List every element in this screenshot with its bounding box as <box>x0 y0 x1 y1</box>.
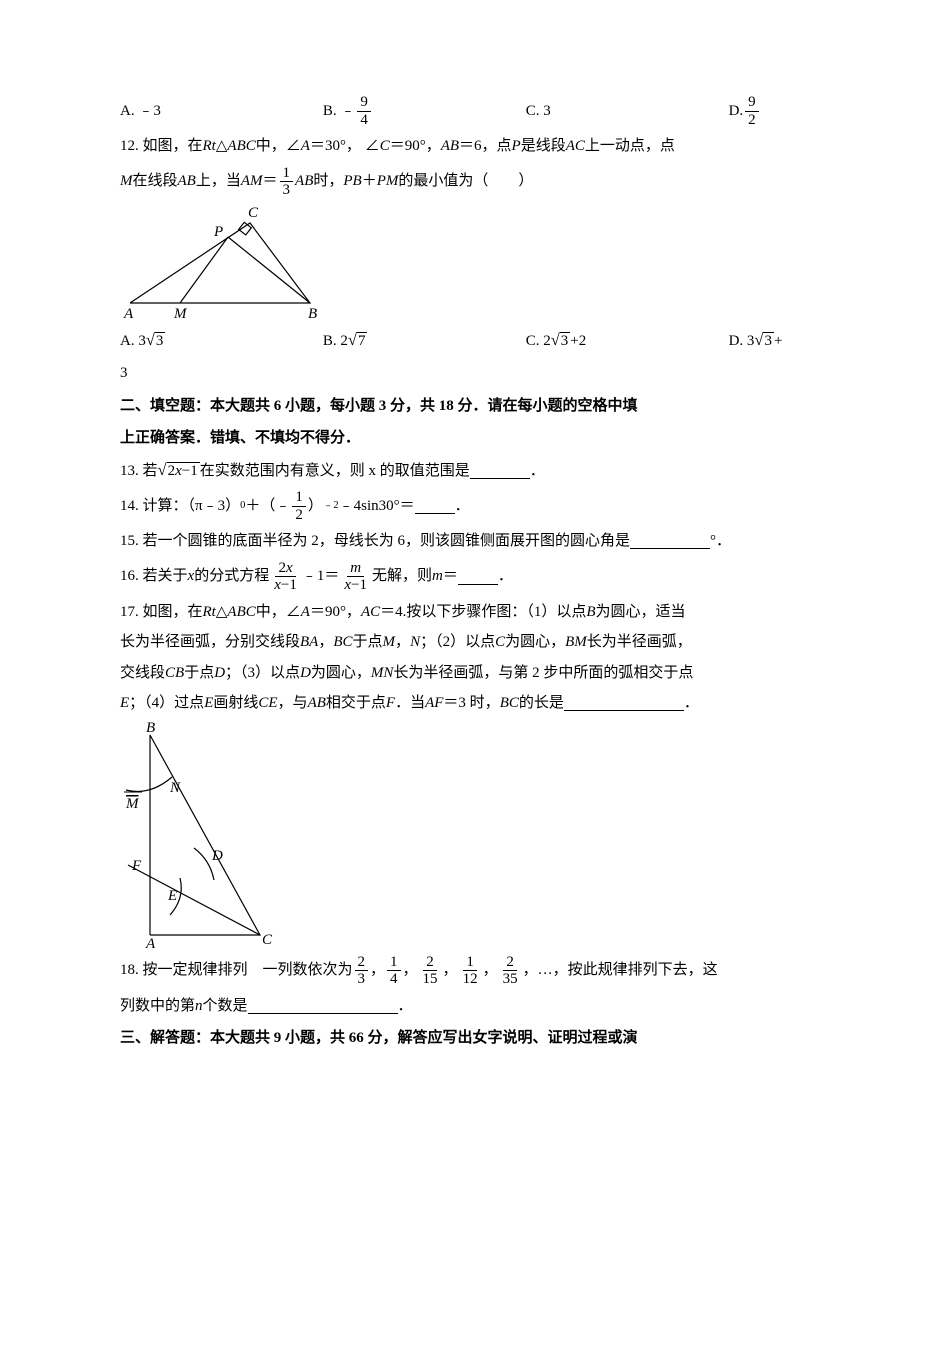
q12-opt-d-cont: 3 <box>120 359 830 388</box>
svg-text:A: A <box>123 306 134 322</box>
q12-figure: A M B C P <box>120 203 830 323</box>
svg-text:B: B <box>308 306 317 322</box>
q12-options: A. 3 √3 B. 2 √7 C. 2 √3 +2 D. 3 √3 + <box>120 327 830 356</box>
fraction: 112 <box>460 954 481 988</box>
sqrt: √2x−1 <box>158 462 200 480</box>
svg-text:B: B <box>146 720 155 736</box>
blank <box>248 998 398 1014</box>
svg-text:D: D <box>211 848 223 864</box>
blank <box>458 569 498 585</box>
q17-l3: 交线段 CB 于点 D ；（3）以点 D 为圆心， MN 长为半径画弧，与第 2… <box>120 659 830 688</box>
blank <box>415 498 455 514</box>
svg-text:P: P <box>213 224 223 240</box>
q11-options: A. ﹣3 B. ﹣ 9 4 C. 3 D. 9 2 <box>120 94 830 128</box>
svg-text:M: M <box>173 306 188 322</box>
q13: 13. 若 √2x−1 在实数范围内有意义，则 x 的取值范围是 ． <box>120 457 830 486</box>
q12-line1: 12. 如图，在 Rt △ ABC 中，∠ A ＝30°， ∠ C ＝90°， … <box>120 132 830 161</box>
svg-text:F: F <box>131 858 142 874</box>
sqrt: √3 <box>754 332 774 350</box>
fraction: 9 2 <box>745 94 759 128</box>
svg-text:C: C <box>262 932 273 948</box>
q12-opt-a: A. 3 √3 <box>120 327 323 356</box>
q18-l1: 18. 按一定规律排列 一列数依次为 23 ， 14 ， 215 ， 112 ，… <box>120 954 830 988</box>
fraction: 1 2 <box>292 489 306 523</box>
svg-text:E: E <box>167 888 177 904</box>
svg-text:N: N <box>169 780 181 796</box>
blank <box>630 533 710 549</box>
q15: 15. 若一个圆锥的底面半径为 2，母线长为 6，则该圆锥侧面展开图的圆心角是 … <box>120 527 830 556</box>
fraction: 235 <box>500 954 521 988</box>
section2-title-l2: 上正确答案．错填、不填均不得分． <box>120 424 830 453</box>
q11-opt-b: B. ﹣ 9 4 <box>323 94 526 128</box>
opt-label: A. ﹣3 <box>120 97 161 126</box>
q17-l1: 17. 如图，在 Rt △ ABC 中，∠ A ＝90°， AC ＝4.按以下步… <box>120 598 830 627</box>
fraction: 1 3 <box>280 165 294 199</box>
opt-label: D. <box>729 97 744 126</box>
q16: 16. 若关于 x 的分式方程 2x x−1 ﹣1＝ m x−1 无解，则 m … <box>120 560 830 594</box>
section2-title-l1: 二、填空题：本大题共 6 小题，每小题 3 分，共 18 分．请在每小题的空格中… <box>120 392 830 421</box>
svg-text:C: C <box>248 205 259 221</box>
svg-text:A: A <box>145 936 156 950</box>
section3-title: 三、解答题：本大题共 9 小题，共 66 分，解答应写出女字说明、证明过程或演 <box>120 1024 830 1053</box>
q12-line2: M 在线段 AB 上，当 AM ＝ 1 3 AB 时， PB ＋ PM 的最小值… <box>120 165 830 199</box>
blank <box>564 695 684 711</box>
q17-figure: A B C D E F M N <box>120 720 830 950</box>
q17-l4: E ；（4）过点 E 画射线 CE ，与 AB 相交于点 F ．当 AF ＝3 … <box>120 689 830 718</box>
q18-l2: 列数中的第 n 个数是 ． <box>120 992 830 1021</box>
q12-opt-b: B. 2 √7 <box>323 327 526 356</box>
q14: 14. 计算：（π﹣3） 0 ＋（﹣ 1 2 ） ﹣2 ﹣4sin30°＝ ． <box>120 489 830 523</box>
fraction: 2x x−1 <box>271 560 300 594</box>
fraction: m x−1 <box>341 560 370 594</box>
sqrt: √3 <box>551 332 571 350</box>
opt-label: C. 3 <box>526 97 551 126</box>
q12-opt-c: C. 2 √3 +2 <box>526 327 729 356</box>
blank <box>470 463 530 479</box>
q11-opt-c: C. 3 <box>526 97 729 126</box>
q11-opt-a: A. ﹣3 <box>120 97 323 126</box>
fraction: 14 <box>387 954 401 988</box>
sqrt: √3 <box>146 332 166 350</box>
q17-l2: 长为半径画弧，分别交线段 BA ， BC 于点 M ， N ；（2）以点 C 为… <box>120 628 830 657</box>
sqrt: √7 <box>348 332 368 350</box>
q12-opt-d: D. 3 √3 + <box>729 327 830 356</box>
opt-label: B. ﹣ <box>323 97 356 126</box>
fraction: 23 <box>355 954 369 988</box>
q11-opt-d: D. 9 2 <box>729 94 830 128</box>
fraction: 215 <box>420 954 441 988</box>
svg-text:M: M <box>125 796 140 812</box>
fraction: 9 4 <box>357 94 371 128</box>
